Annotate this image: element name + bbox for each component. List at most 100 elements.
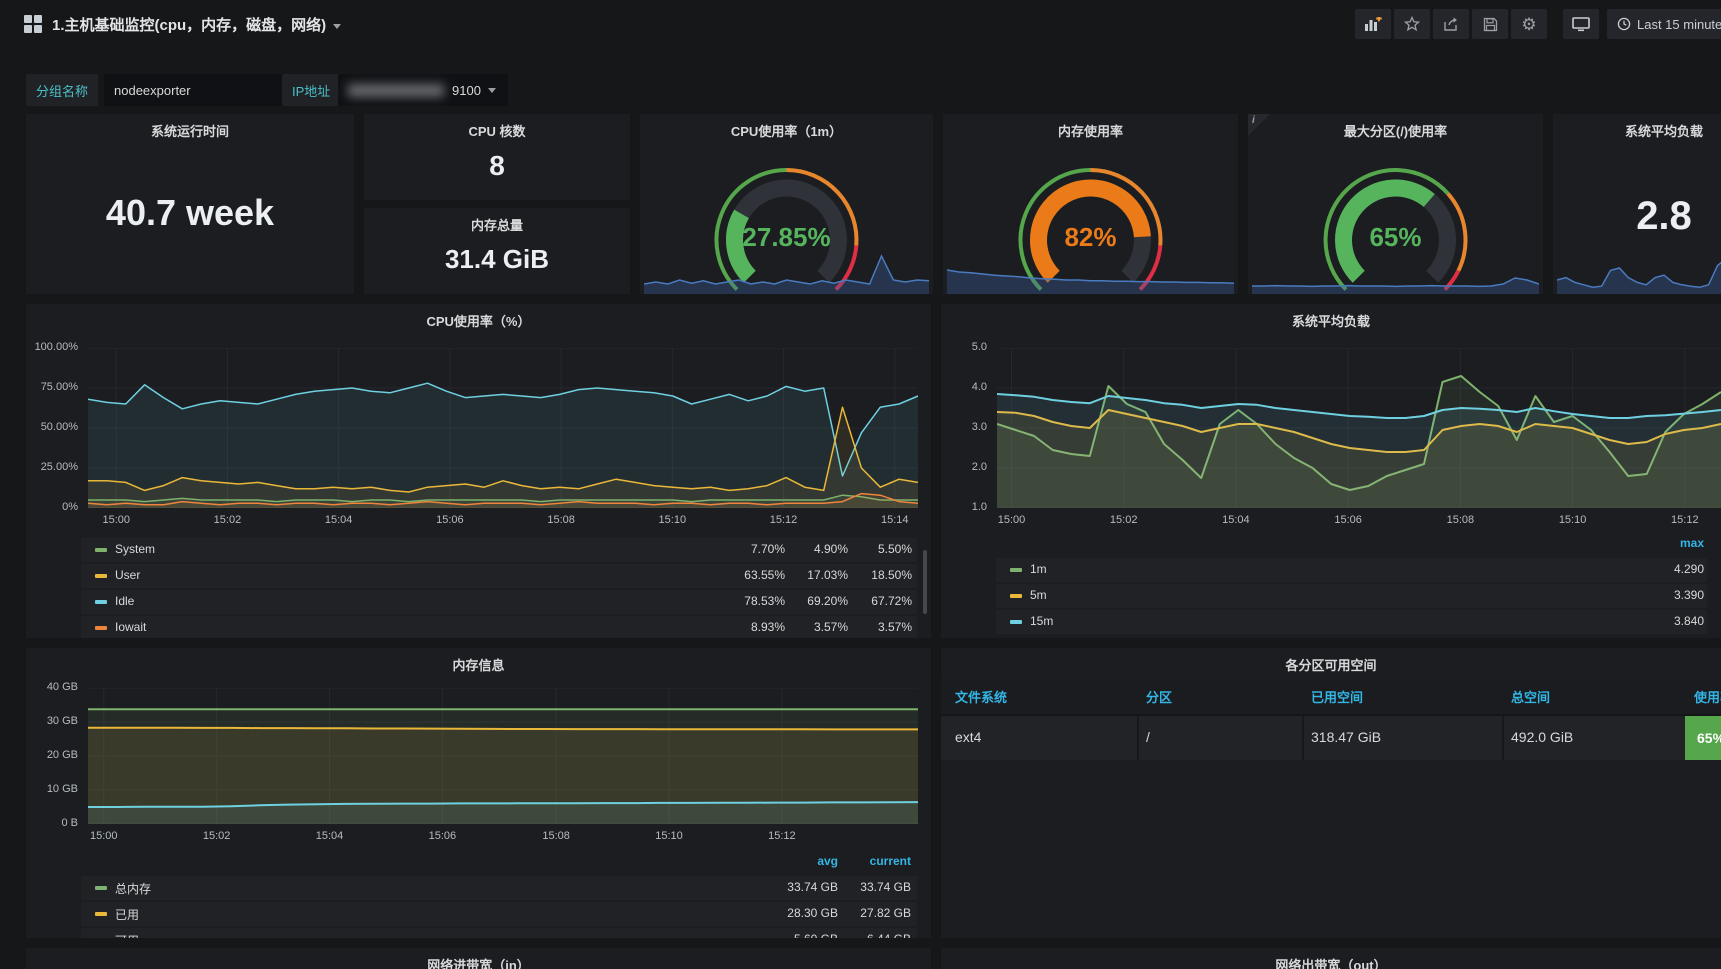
dashboard-title[interactable]: 1.主机基础监控(cpu，内存，磁盘，网络) (52, 14, 342, 35)
monitor-icon (1572, 16, 1590, 31)
cell-separator (1137, 716, 1139, 760)
star-button[interactable] (1394, 9, 1430, 39)
save-button[interactable] (1472, 9, 1508, 39)
load-stat-value: 2.8 (1636, 194, 1692, 238)
group-name-value: nodeexporter (114, 82, 191, 98)
panel-title[interactable]: 内存总量 (470, 218, 523, 233)
x-axis-tick-label: 15:10 (658, 514, 687, 526)
legend-row: User 63.55% 17.03% 18.50% (81, 564, 917, 588)
col-header-usage[interactable]: 使用率 (1694, 690, 1721, 705)
panel-title[interactable]: CPU使用率（%） (426, 314, 531, 329)
share-button[interactable] (1433, 9, 1469, 39)
settings-button[interactable]: ⚙ (1511, 9, 1547, 39)
col-header-filesystem[interactable]: 文件系统 (955, 690, 1008, 705)
legend-max: 63.55% (744, 568, 785, 582)
legend-row: System 7.70% 4.90% 5.50% (81, 538, 917, 562)
info-icon[interactable]: i (1252, 115, 1255, 126)
y-axis-tick-label: 2.0 (971, 461, 987, 473)
legend-header-current[interactable]: current (869, 854, 911, 868)
cpu-gauge-value: 27.85% (742, 222, 831, 252)
x-axis-tick-label: 15:04 (315, 830, 344, 842)
series-label[interactable]: User (115, 568, 141, 582)
series-swatch[interactable] (95, 548, 107, 552)
y-axis-tick-label: 0 B (61, 817, 78, 829)
x-axis-tick-label: 15:12 (768, 830, 796, 842)
navbar: 1.主机基础监控(cpu，内存，磁盘，网络) (0, 0, 1721, 48)
series-swatch[interactable] (1010, 620, 1022, 624)
y-axis-tick-label: 75.00% (40, 381, 78, 393)
cell-used: 318.47 GiB (1311, 729, 1382, 745)
series-label[interactable]: 可用 (115, 932, 139, 938)
x-axis-tick-label: 15:00 (102, 514, 130, 526)
kiosk-mode-button[interactable] (1563, 9, 1599, 39)
load-chart-plot[interactable] (997, 348, 1721, 508)
series-swatch[interactable] (95, 626, 107, 630)
series-label[interactable]: 15m (1030, 614, 1054, 628)
series-label[interactable]: 1m (1030, 562, 1047, 576)
legend-max: 78.53% (744, 594, 785, 608)
add-panel-button[interactable] (1355, 9, 1391, 39)
legend-scrollbar[interactable] (923, 550, 927, 614)
disk-gauge-value: 65% (1369, 222, 1422, 252)
memory-gauge-value: 82% (1064, 222, 1117, 252)
series-swatch[interactable] (95, 912, 107, 916)
group-name-input[interactable]: nodeexporter (104, 74, 284, 106)
legend-row: 可用 5.60 GB 6.44 GB (81, 928, 917, 938)
series-swatch[interactable] (1010, 568, 1022, 572)
series-swatch[interactable] (1010, 594, 1022, 598)
grafana-grid-logo-icon[interactable] (24, 15, 42, 33)
legend-current: 67.72% (871, 594, 912, 608)
cell-total: 492.0 GiB (1511, 729, 1574, 745)
panel-title[interactable]: 系统运行时间 (150, 124, 229, 139)
panel-net-in: 网络进带宽（in） (26, 948, 931, 969)
panel-title[interactable]: 内存信息 (452, 658, 505, 673)
series-label[interactable]: 已用 (115, 908, 140, 922)
x-axis-tick-label: 15:10 (1558, 514, 1587, 526)
series-swatch[interactable] (95, 574, 107, 578)
x-axis-tick-label: 15:02 (202, 830, 231, 842)
sparkline-svg (946, 269, 1235, 294)
series-label[interactable]: System (115, 542, 156, 556)
series-swatch[interactable] (95, 886, 107, 890)
memory-chart-plot[interactable] (88, 688, 918, 824)
x-axis-tick-label: 15:10 (655, 830, 683, 842)
panel-disk-gauge: i 最大分区(/)使用率 65% (1248, 114, 1543, 294)
legend-header-max[interactable]: max (1679, 536, 1704, 550)
x-axis-tick-label: 15:00 (997, 514, 1026, 526)
panel-mem-gauge: 内存使用率 82% (943, 114, 1238, 294)
table-row[interactable]: ext4 / 318.47 GiB 492.0 GiB 65% (941, 716, 1721, 760)
panel-title[interactable]: 网络进带宽（in） (427, 958, 530, 969)
panel-title[interactable]: CPU 核数 (468, 124, 526, 139)
legend-avg: 69.20% (807, 594, 848, 608)
panel-title[interactable]: CPU使用率（1m） (730, 124, 843, 139)
cpu-cores-value: 8 (489, 150, 505, 181)
y-axis-tick-label: 40 GB (46, 681, 78, 693)
time-range-picker[interactable]: Last 15 minutes (1607, 9, 1721, 39)
cpu-chart-plot[interactable] (88, 348, 918, 508)
ip-address-redacted (348, 83, 444, 97)
legend-header-avg[interactable]: avg (817, 854, 838, 868)
panel-title[interactable]: 系统平均负载 (1624, 124, 1703, 139)
series-label[interactable]: 总内存 (115, 882, 152, 896)
panel-title[interactable]: 最大分区(/)使用率 (1343, 124, 1448, 139)
x-axis-tick-label: 15:08 (547, 514, 575, 526)
col-header-mount[interactable]: 分区 (1146, 690, 1173, 705)
cell-mount: / (1146, 729, 1150, 745)
x-axis-tick-label: 15:02 (213, 514, 242, 526)
panel-title[interactable]: 系统平均负载 (1291, 314, 1370, 329)
ip-address-select[interactable]: 9100 (338, 74, 508, 106)
series-swatch[interactable] (95, 600, 107, 604)
panel-title[interactable]: 网络出带宽（out） (1275, 958, 1387, 969)
x-axis-tick-label: 15:04 (324, 514, 353, 526)
y-axis-tick-label: 1.0 (971, 501, 987, 513)
series-label[interactable]: Iowait (115, 620, 147, 634)
legend-row: 15m 3.840 (996, 610, 1707, 634)
series-label[interactable]: 5m (1030, 588, 1047, 602)
cpu-gauge-sparkline (643, 250, 930, 294)
series-label[interactable]: Idle (115, 594, 135, 608)
col-header-used[interactable]: 已用空间 (1311, 690, 1364, 705)
sparkline-svg (643, 254, 930, 294)
col-header-total[interactable]: 总空间 (1511, 690, 1551, 705)
panel-title[interactable]: 各分区可用空间 (1285, 658, 1377, 673)
panel-title[interactable]: 内存使用率 (1057, 124, 1123, 139)
